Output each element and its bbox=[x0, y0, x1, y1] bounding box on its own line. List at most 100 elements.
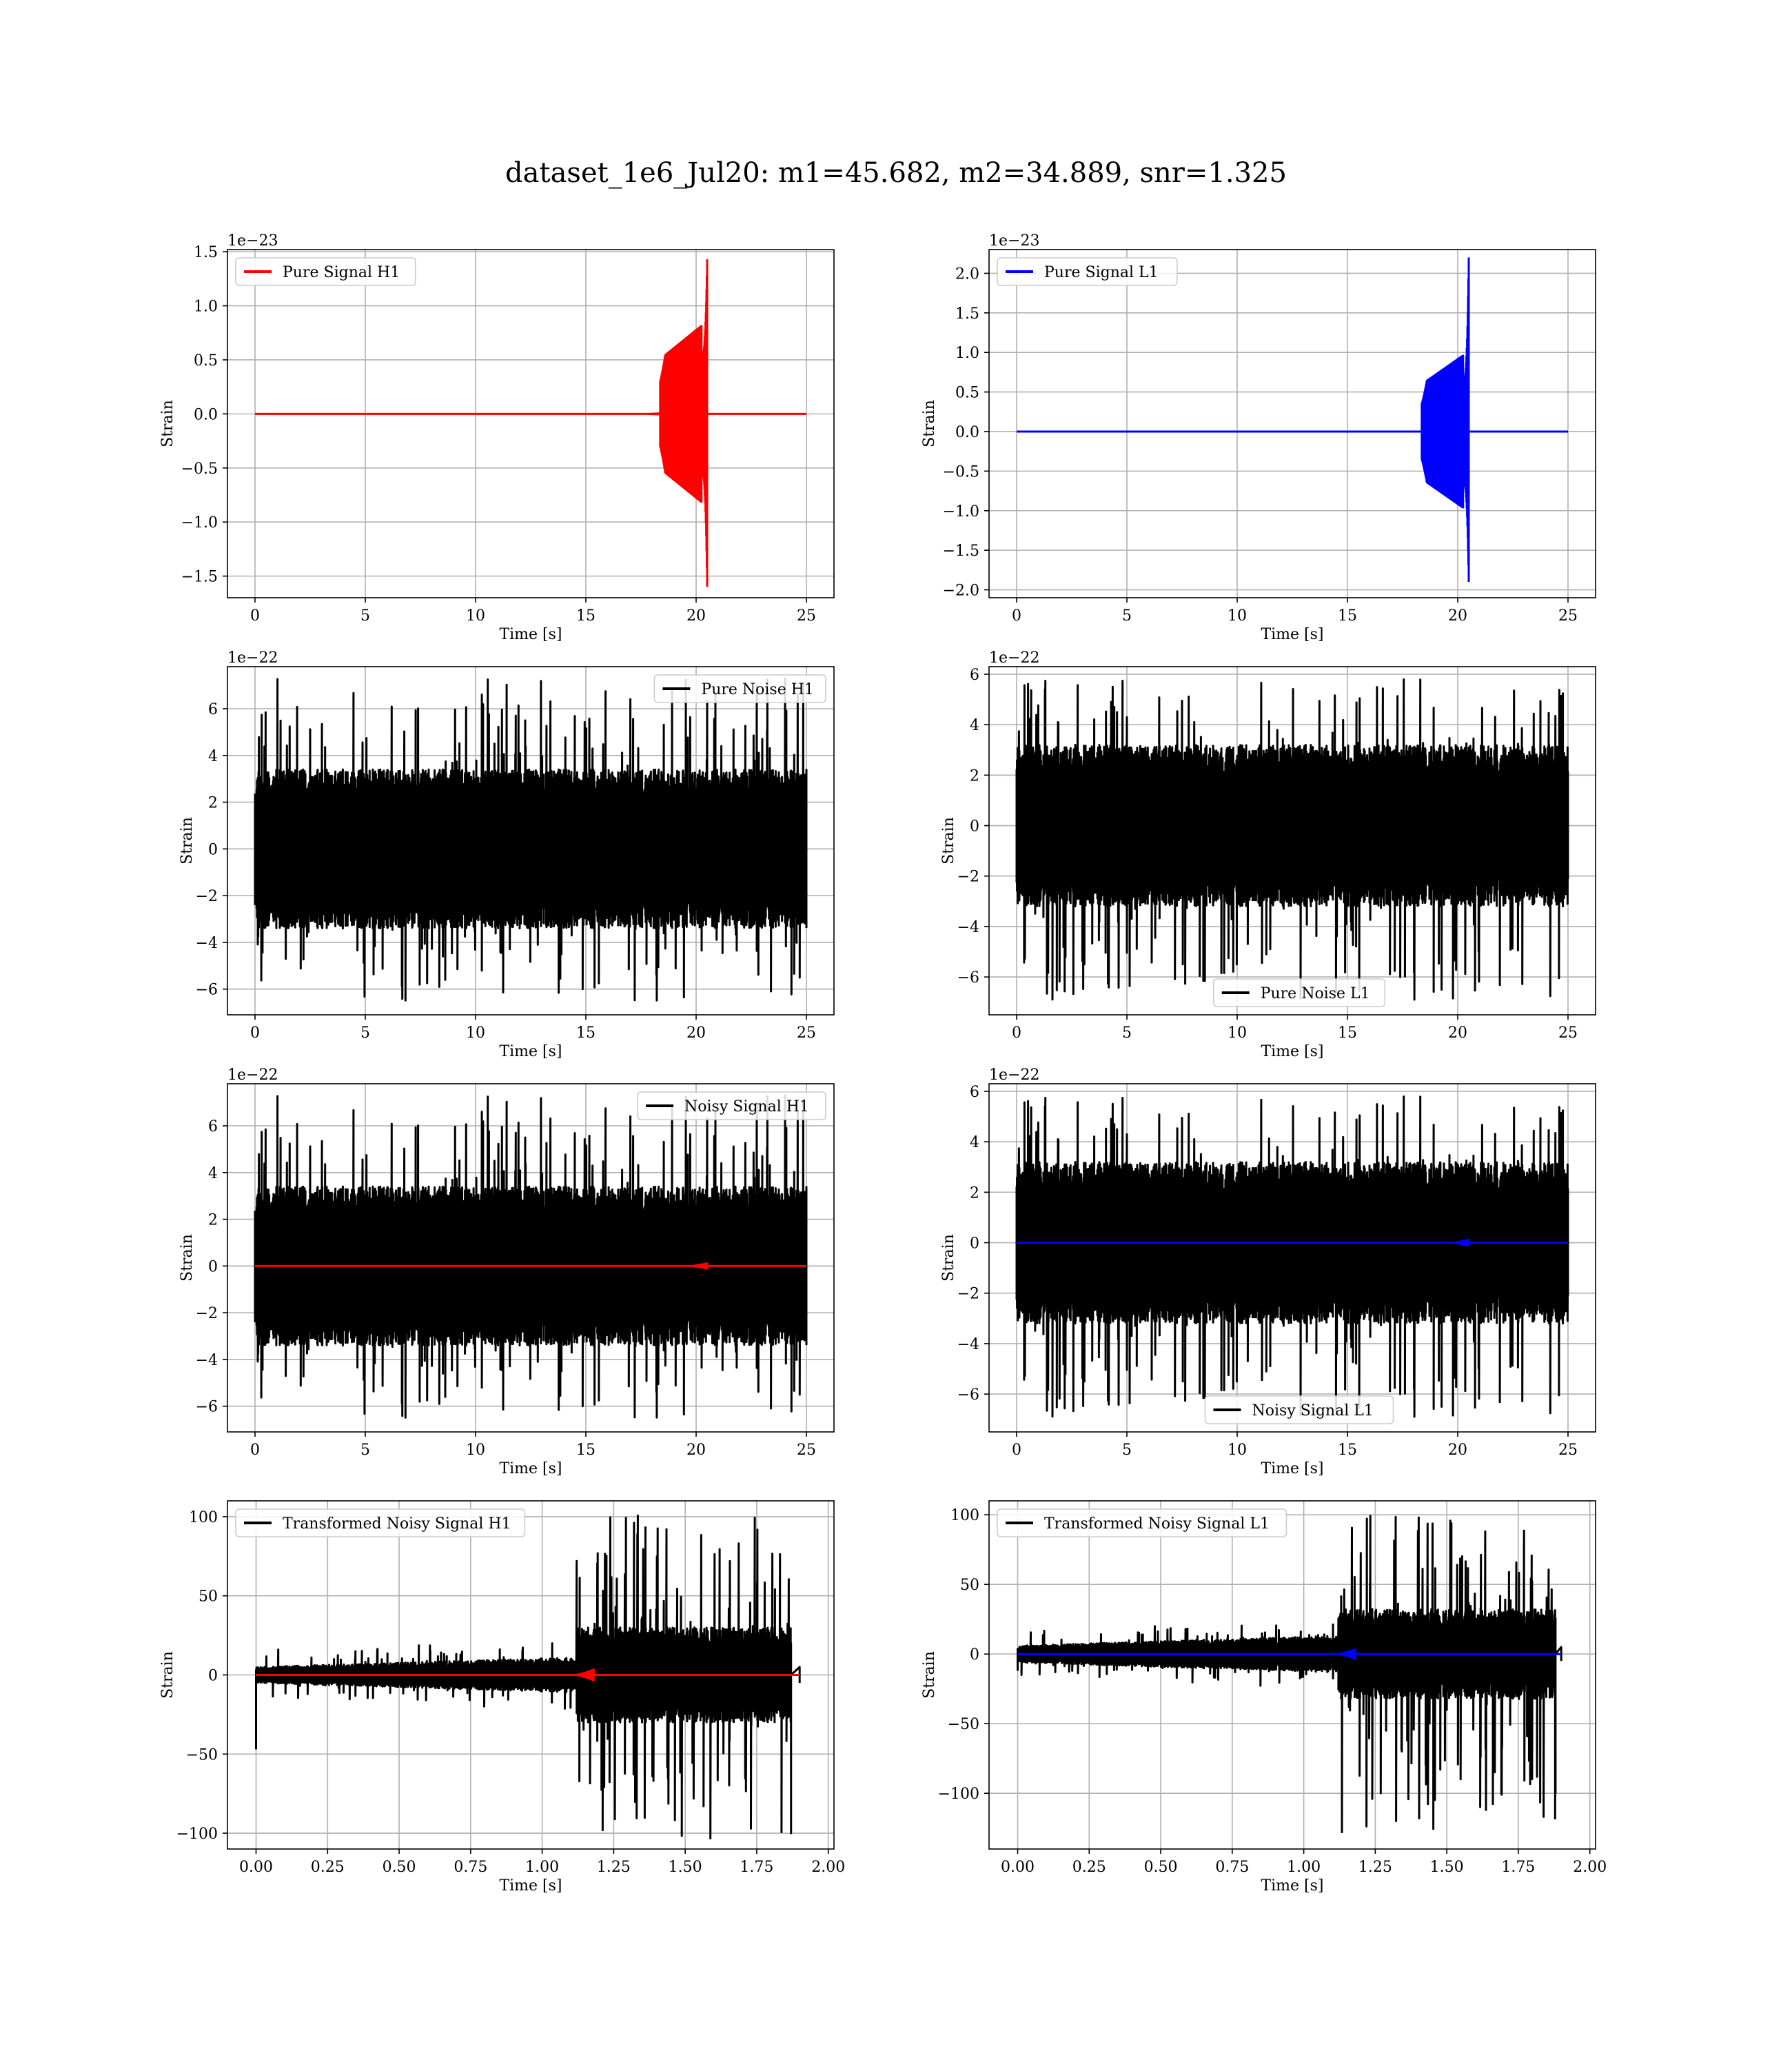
y-tick-label: −1.5 bbox=[943, 543, 979, 560]
legend-box bbox=[235, 257, 416, 286]
y-tick-label: 2 bbox=[970, 1184, 979, 1202]
y-tick-label: 1.0 bbox=[955, 345, 979, 362]
legend-label: Transformed Noisy Signal L1 bbox=[1044, 1515, 1270, 1533]
y-tick-label: 100 bbox=[950, 1507, 979, 1524]
x-axis-label: Time [s] bbox=[499, 1460, 562, 1477]
legend-box bbox=[235, 1508, 526, 1537]
x-tick-label: 5 bbox=[1122, 607, 1132, 625]
y-tick-label: 1.5 bbox=[955, 305, 979, 323]
x-tick-label: 25 bbox=[1558, 1442, 1578, 1459]
series-line bbox=[255, 1262, 806, 1270]
x-tick-label: 0.00 bbox=[239, 1859, 273, 1876]
axes-frame bbox=[227, 1083, 835, 1433]
x-tick-label: 1.50 bbox=[669, 1859, 702, 1876]
x-tick-label: 10 bbox=[1228, 1442, 1247, 1459]
legend: Pure Noise L1 bbox=[1212, 978, 1386, 1007]
x-tick-label: 0 bbox=[1012, 607, 1021, 625]
legend-box bbox=[653, 674, 826, 703]
series-line bbox=[1015, 1095, 1569, 1418]
axes-frame bbox=[988, 249, 1596, 598]
x-tick-label: 25 bbox=[797, 1024, 816, 1042]
x-tick-label: 1.00 bbox=[1287, 1859, 1321, 1876]
x-tick-label: 15 bbox=[576, 1024, 595, 1042]
series-line bbox=[1017, 1648, 1562, 1660]
y-tick-label: −1.0 bbox=[181, 514, 218, 532]
y-tick-label: 50 bbox=[198, 1588, 218, 1606]
y-axis-label: Strain bbox=[159, 400, 176, 447]
y-axis-label: Strain bbox=[179, 817, 196, 865]
y-tick-label: −6 bbox=[957, 1386, 979, 1404]
y-tick-label: 2 bbox=[208, 1212, 218, 1229]
y-tick-label: −4 bbox=[196, 1352, 218, 1369]
x-tick-label: 1.00 bbox=[525, 1859, 559, 1876]
x-tick-label: 10 bbox=[466, 607, 485, 625]
x-tick-label: 0 bbox=[1012, 1024, 1021, 1042]
plot-area bbox=[255, 1514, 801, 1840]
subplot-l1-transformed: 0.00 0.25 0.50 0.75 1.00 1.25 1.50 1.75 2.00 −100… bbox=[921, 1500, 1607, 1895]
y-tick-label: 6 bbox=[208, 1118, 218, 1135]
axes-frame bbox=[227, 666, 835, 1016]
y-tick-label: 2.0 bbox=[955, 265, 979, 283]
y-tick-label: 0 bbox=[208, 841, 218, 858]
legend-box bbox=[1204, 1395, 1394, 1424]
x-tick-label: 10 bbox=[1228, 1024, 1247, 1042]
y-tick-label: −100 bbox=[176, 1826, 218, 1843]
x-tick-label: 0.75 bbox=[454, 1859, 487, 1876]
y-tick-label: 0 bbox=[208, 1258, 218, 1275]
x-tick-label: 0.50 bbox=[1144, 1859, 1178, 1876]
x-tick-label: 20 bbox=[1448, 607, 1467, 625]
y-tick-label: 0.5 bbox=[955, 385, 979, 402]
y-tick-label: −4 bbox=[196, 935, 218, 952]
x-tick-label: 2.00 bbox=[1573, 1859, 1607, 1876]
plot-area bbox=[255, 259, 806, 587]
y-tick-label: −4 bbox=[957, 919, 979, 936]
y-axis-label: Strain bbox=[940, 1234, 957, 1282]
legend-box bbox=[997, 1508, 1287, 1537]
y-tick-label: 4 bbox=[208, 748, 218, 765]
y-tick-label: 4 bbox=[208, 1165, 218, 1182]
y-tick-label: −100 bbox=[938, 1786, 979, 1803]
x-tick-label: 5 bbox=[360, 1024, 370, 1042]
series-line bbox=[254, 677, 808, 1002]
x-tick-label: 25 bbox=[1558, 607, 1578, 625]
axis-offset-label: 1e−22 bbox=[227, 649, 278, 667]
legend-label: Pure Noise L1 bbox=[1261, 985, 1370, 1002]
legend: Pure Noise H1 bbox=[653, 674, 826, 703]
x-tick-label: 15 bbox=[1338, 1442, 1357, 1459]
y-tick-label: −0.5 bbox=[181, 461, 218, 478]
x-axis-label: Time [s] bbox=[499, 626, 562, 643]
x-tick-label: 20 bbox=[686, 1442, 706, 1459]
plot-area bbox=[254, 1094, 808, 1419]
plot-area bbox=[1017, 1515, 1562, 1834]
y-tick-label: 0.5 bbox=[194, 352, 218, 370]
legend: Transformed Noisy Signal H1 bbox=[235, 1508, 526, 1537]
y-tick-label: −2 bbox=[196, 1305, 218, 1322]
subplot-h1-noisy-signal: 0 5 10 15 20 25 −6 −4 −2 0 2 4 6 Time [s] Strain 1e−22 N… bbox=[179, 1067, 835, 1477]
y-axis-label: Strain bbox=[159, 1651, 176, 1699]
y-axis-label: Strain bbox=[921, 1651, 938, 1699]
y-tick-label: −2 bbox=[196, 888, 218, 905]
legend-label: Pure Signal H1 bbox=[283, 264, 400, 281]
legend-label: Noisy Signal L1 bbox=[1252, 1402, 1374, 1420]
x-axis-label: Time [s] bbox=[1261, 1460, 1323, 1477]
y-tick-label: −6 bbox=[196, 982, 218, 999]
x-tick-label: 1.50 bbox=[1430, 1859, 1464, 1876]
x-axis-label: Time [s] bbox=[499, 1043, 562, 1060]
legend-box bbox=[1212, 978, 1386, 1007]
y-tick-label: 0 bbox=[970, 1235, 979, 1253]
y-tick-label: 0.0 bbox=[194, 406, 218, 423]
subplot-h1-pure-signal: 0 5 10 15 20 25 −1.5 −1.0 −0.5 0.0 0.5 1.0 1.5 Time [… bbox=[159, 232, 835, 643]
x-tick-label: 1.75 bbox=[740, 1859, 773, 1876]
x-tick-label: 20 bbox=[1448, 1024, 1467, 1042]
x-tick-label: 0.50 bbox=[383, 1859, 416, 1876]
x-axis-label: Time [s] bbox=[499, 1877, 562, 1895]
y-tick-label: 100 bbox=[189, 1509, 218, 1526]
legend: Transformed Noisy Signal L1 bbox=[997, 1508, 1287, 1537]
axis-offset-label: 1e−22 bbox=[989, 1067, 1039, 1084]
legend-box bbox=[637, 1091, 826, 1120]
y-tick-label: −1.5 bbox=[181, 569, 218, 586]
y-tick-label: 0 bbox=[970, 1646, 979, 1664]
x-tick-label: 10 bbox=[466, 1442, 485, 1459]
